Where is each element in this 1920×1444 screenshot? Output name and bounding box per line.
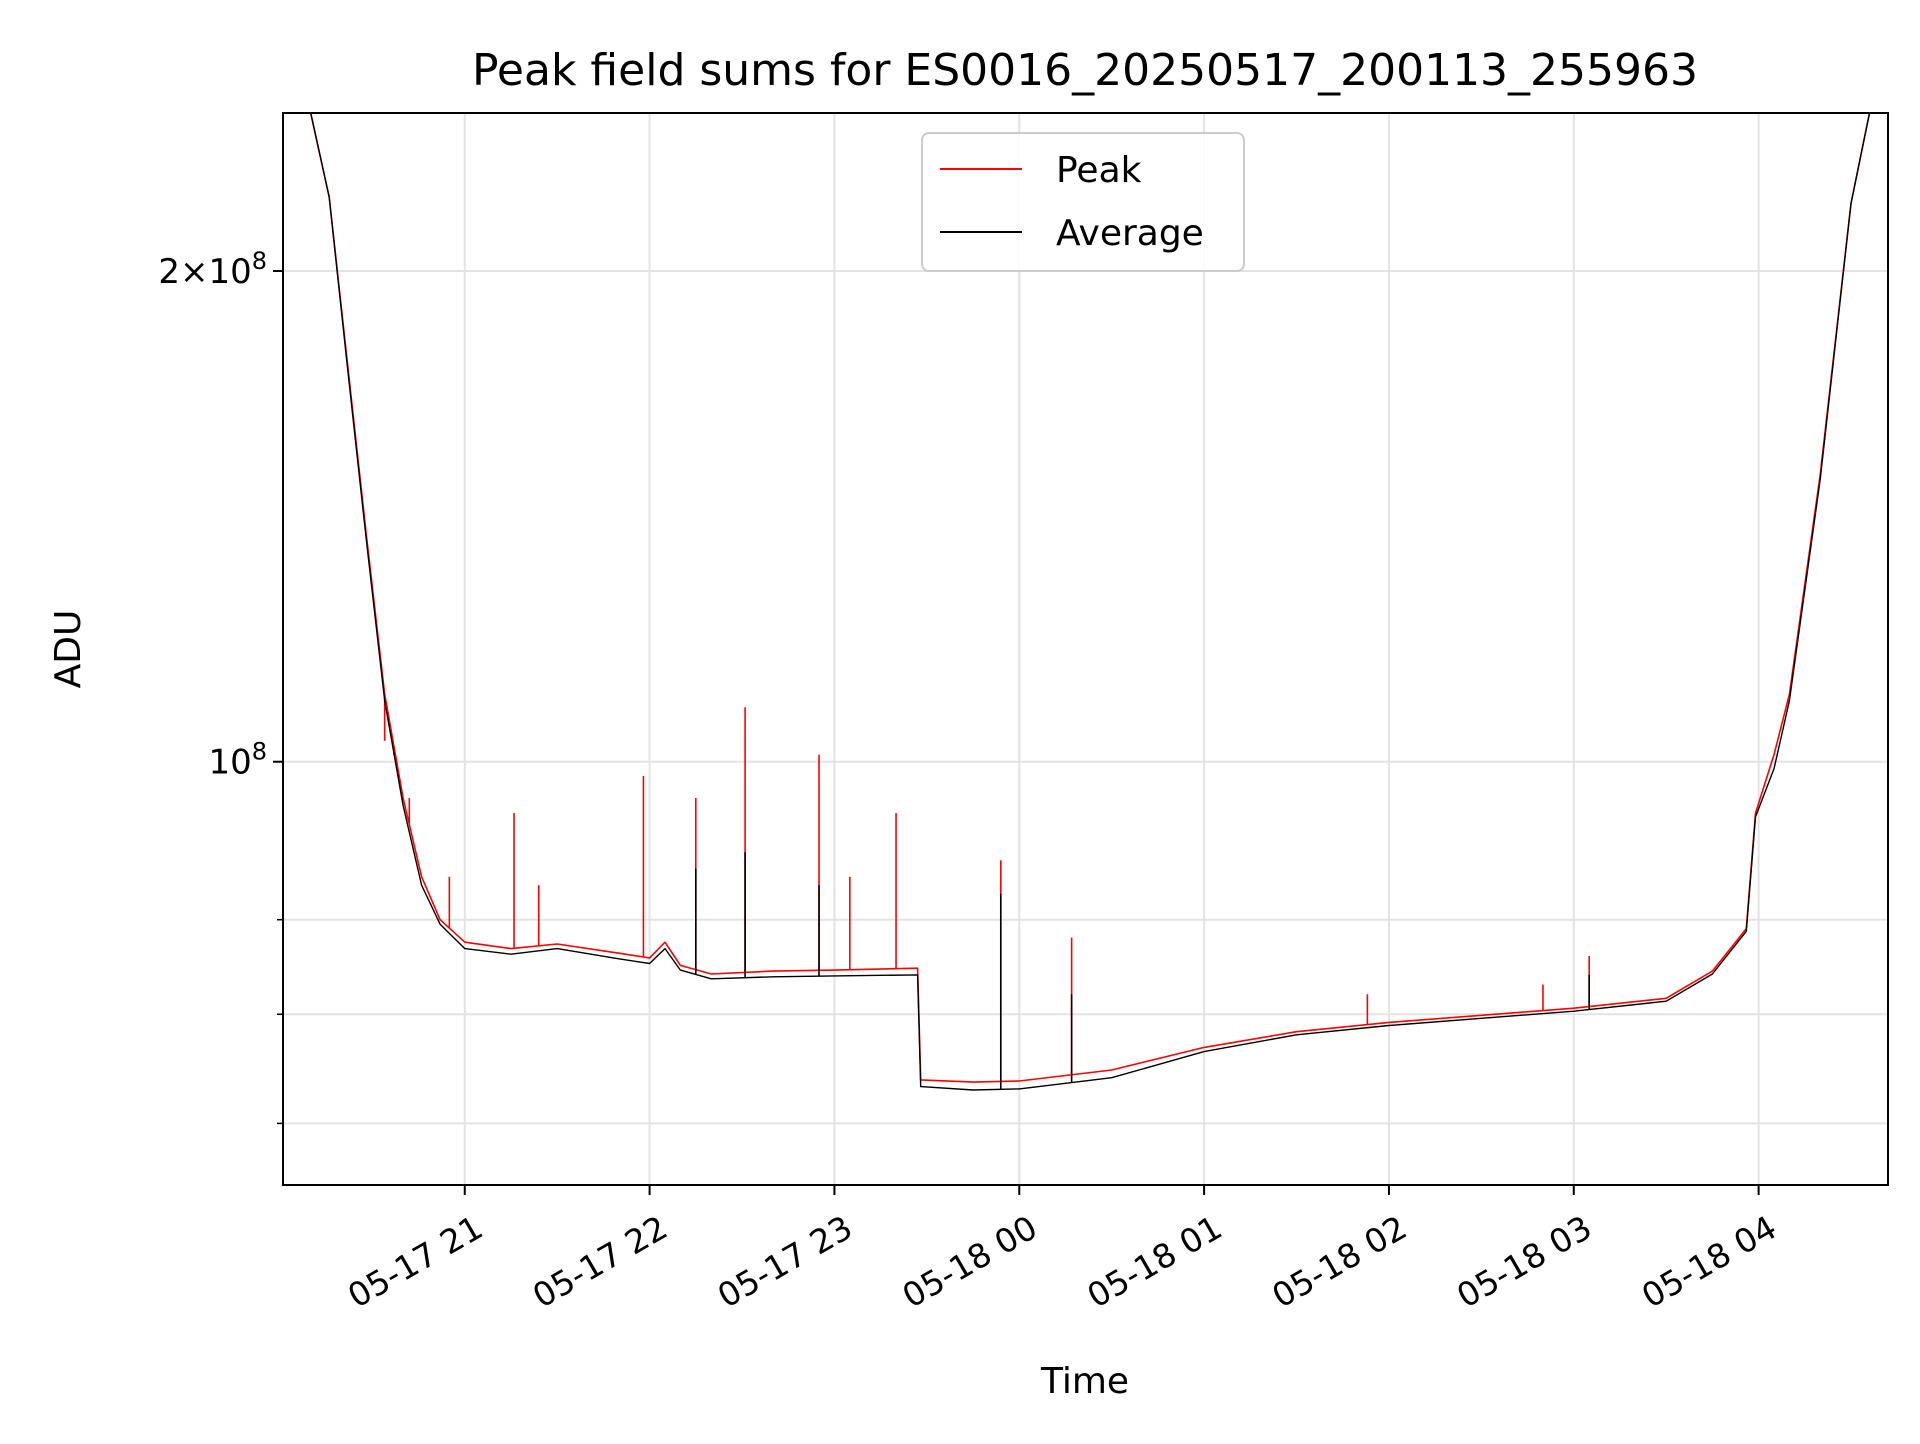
grid-lines	[283, 113, 1888, 1185]
chart-title: Peak field sums for ES0016_20250517_2001…	[472, 45, 1698, 96]
x-axis-label: Time	[1040, 1361, 1129, 1402]
plot-frame	[282, 112, 1889, 1186]
y-tick-label: 2×108	[158, 247, 267, 292]
legend-box	[921, 132, 1245, 272]
data-series	[283, 112, 1888, 1091]
legend-average-label: Average	[1056, 213, 1204, 254]
series-line-average	[283, 112, 1888, 1091]
legend-peak-label: Peak	[1056, 150, 1142, 191]
y-tick-label: 108	[208, 738, 267, 783]
legend: Peak Average	[921, 132, 1245, 272]
y-axis-label: ADU	[48, 610, 89, 689]
y-axis-ticks: 2×108 108	[158, 247, 283, 1125]
series-average	[283, 112, 1888, 1091]
